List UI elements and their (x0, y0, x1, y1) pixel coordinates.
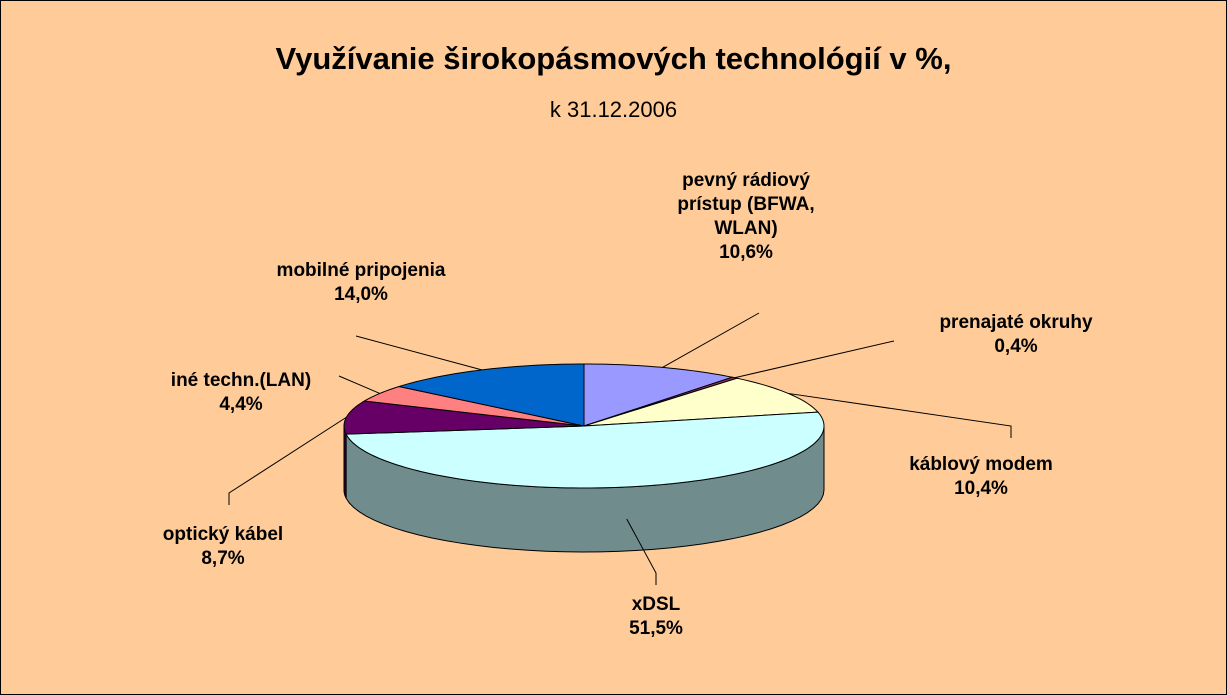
leader-line (626, 518, 657, 585)
pie-slice (583, 377, 819, 427)
leader-line (788, 392, 1012, 438)
data-label: pevný rádiový prístup (BFWA, WLAN) 10,6% (666, 169, 826, 265)
leader-line (228, 416, 347, 505)
value-label: 8,7% (201, 548, 245, 569)
data-label: mobilné pripojenia 14,0% (211, 259, 511, 307)
value-label: 14,0% (334, 284, 388, 305)
leader-line (662, 312, 760, 368)
category-label: mobilné pripojenia (276, 260, 446, 281)
data-label: iné techn.(LAN) 4,4% (116, 369, 366, 417)
category-label: xDSL (631, 594, 681, 615)
pie-slice (345, 411, 825, 489)
data-label: káblový modem 10,4% (831, 453, 1131, 501)
value-label: 0,4% (994, 336, 1038, 357)
data-label: optický kábel 8,7% (98, 523, 348, 571)
category-label: prenajaté okruhy (939, 312, 1093, 333)
category-label: pevný rádiový prístup (BFWA, WLAN) (677, 170, 815, 239)
chart-title: Využívanie širokopásmových technológií v… (275, 41, 952, 76)
leader-line (355, 335, 482, 371)
chart-subtitle: k 31.12.2006 (549, 97, 678, 122)
data-label: xDSL 51,5% (556, 593, 756, 641)
pie-slice (583, 363, 735, 427)
data-label: prenajaté okruhy 0,4% (866, 311, 1166, 359)
leader-line (338, 375, 380, 394)
category-label: káblový modem (909, 454, 1053, 475)
value-label: 10,4% (954, 478, 1008, 499)
value-label: 51,5% (629, 618, 683, 639)
value-label: 4,4% (219, 394, 263, 415)
value-label: 10,6% (719, 242, 773, 263)
category-label: optický kábel (162, 524, 284, 545)
leader-line (734, 340, 895, 379)
pie-slice-side (343, 425, 347, 499)
category-label: iné techn.(LAN) (170, 370, 312, 391)
pie-slice (397, 363, 585, 427)
